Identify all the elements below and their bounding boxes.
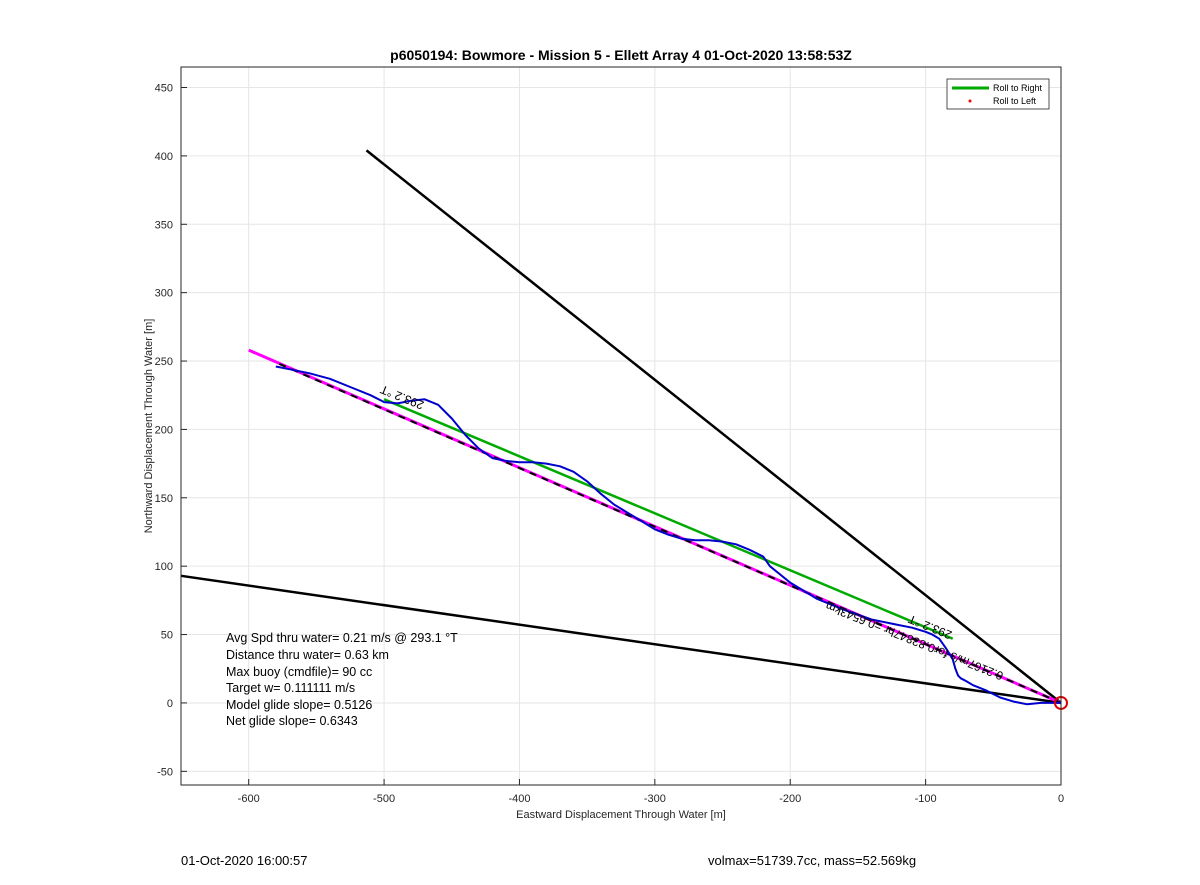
info-text-block: Avg Spd thru water= 0.21 m/s @ 293.1 °T … <box>226 631 458 728</box>
trajectory-line <box>275 365 1061 706</box>
y-tick-label: 400 <box>155 151 173 163</box>
chart-title: p6050194: Bowmore - Mission 5 - Ellett A… <box>390 47 852 63</box>
footer-timestamp: 01-Oct-2020 16:00:57 <box>181 853 308 868</box>
y-tick-label: 100 <box>155 561 173 573</box>
info-line-max-buoy: Max buoy (cmdfile)= 90 cc <box>226 665 372 679</box>
y-tick-label: 150 <box>155 493 173 505</box>
y-tick-label: -50 <box>157 766 173 778</box>
y-tick-label: 350 <box>155 219 173 231</box>
x-tick-label: -100 <box>915 793 937 805</box>
boundary-line <box>180 574 1062 705</box>
axis-ticks: -600 -500 -400 -300 -200 -100 0-50050100150200… <box>155 83 1064 805</box>
plot-frame <box>180 66 1062 786</box>
x-tick-label: -400 <box>508 793 530 805</box>
y-tick-label: 450 <box>155 83 173 95</box>
x-tick-label: -600 <box>238 793 260 805</box>
x-tick-label: -300 <box>644 793 666 805</box>
y-tick-label: 50 <box>161 630 173 642</box>
y-axis-label: Northward Displacement Through Water [m] <box>143 319 155 534</box>
info-line-model-glide: Model glide slope= 0.5126 <box>226 698 372 712</box>
x-tick-label: 0 <box>1058 793 1064 805</box>
legend-roll-left-swatch <box>968 99 972 103</box>
x-axis-label: Eastward Displacement Through Water [m] <box>516 809 726 821</box>
legend-box <box>946 78 1050 110</box>
plot-area <box>181 67 1061 785</box>
legend: Roll to Right Roll to Left <box>946 78 1050 110</box>
y-tick-label: 0 <box>167 698 173 710</box>
info-line-net-glide: Net glide slope= 0.6343 <box>226 714 358 728</box>
x-tick-label: -200 <box>779 793 801 805</box>
legend-roll-left-label: Roll to Left <box>993 96 1037 106</box>
boundary-line <box>365 149 1062 704</box>
grid <box>181 67 1062 785</box>
info-line-target-w: Target w= 0.111111 m/s <box>226 681 355 695</box>
legend-roll-right-label: Roll to Right <box>993 83 1043 93</box>
info-line-avg-speed: Avg Spd thru water= 0.21 m/s @ 293.1 °T <box>226 631 458 645</box>
y-tick-label: 200 <box>155 424 173 436</box>
info-line-distance: Distance thru water= 0.63 km <box>226 648 389 662</box>
roll-right-line <box>383 398 954 640</box>
x-tick-label: -500 <box>373 793 395 805</box>
footer-mass-info: volmax=51739.7cc, mass=52.569kg <box>708 853 917 868</box>
series-group <box>180 149 1068 710</box>
y-tick-label: 300 <box>155 288 173 300</box>
y-tick-label: 250 <box>155 356 173 368</box>
